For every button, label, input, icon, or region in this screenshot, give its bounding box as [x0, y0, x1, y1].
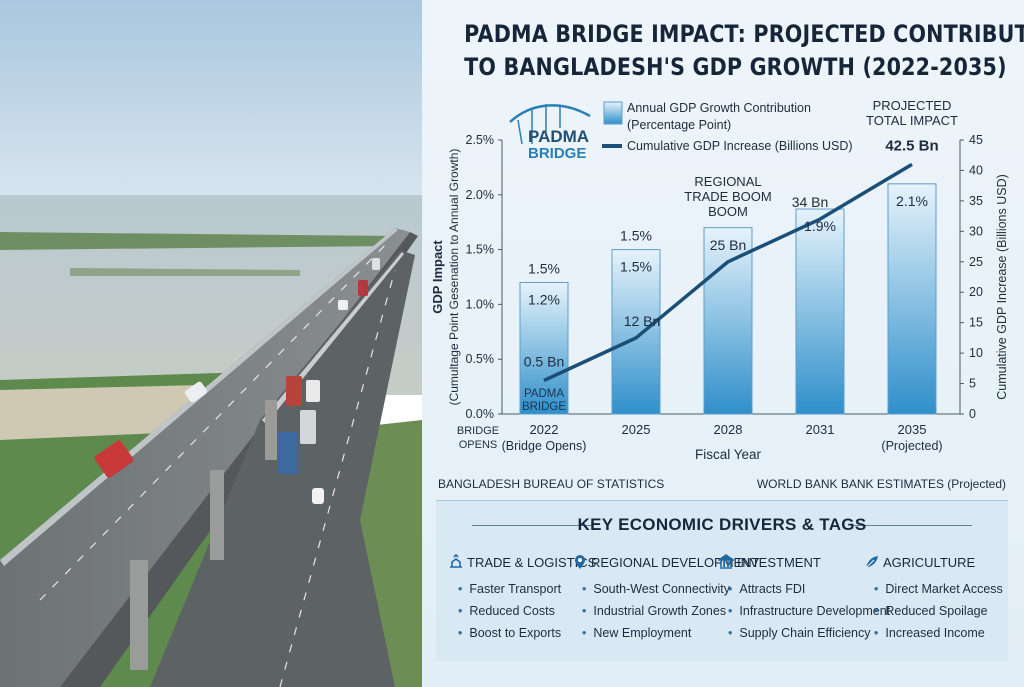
- list-item: Faster Transport: [448, 578, 596, 600]
- legend-line-label: Cumulative GDP Increase (Billions USD): [627, 139, 853, 153]
- list-item: Increased Income: [864, 622, 1003, 644]
- gdp-chart: PADMA BRIDGE Annual GDP Growth Contribut…: [430, 98, 1009, 462]
- driver-head: AGRICULTURE: [883, 554, 976, 570]
- title-line-1: PADMA BRIDGE IMPACT: PROJECTED CONTRIBUT…: [464, 20, 1024, 48]
- bridge-opens-annotation: OPENS: [459, 439, 498, 451]
- y-right-tick-label: 20: [969, 285, 983, 299]
- driver-column-trade: TRADE & LOGISTICS Faster Transport Reduc…: [448, 554, 596, 644]
- x-tick-label: 2031: [806, 422, 835, 437]
- bridge-aerial-photo: [0, 0, 422, 687]
- y-right-tick-label: 45: [969, 133, 983, 147]
- line-value-label: 0.5 Bn: [524, 354, 564, 370]
- x-tick-sublabel: (Projected): [881, 439, 942, 453]
- list-item: South-West Connectivity: [572, 578, 760, 600]
- bar-value-label: 2.1%: [896, 193, 928, 209]
- line-value-label: 25 Bn: [710, 237, 747, 253]
- title-line-2: TO BANGLADESH'S GDP GROWTH (2022-2035): [464, 53, 1007, 81]
- bar-2028: [703, 227, 753, 415]
- cumulative-line: [543, 162, 913, 383]
- bar-2031: [795, 208, 845, 415]
- drivers-title: KEY ECONOMIC DRIVERS & TAGS: [577, 515, 867, 534]
- bar-2022-annotation: BRIDGE: [522, 401, 566, 413]
- x-tick-label: 2035: [898, 422, 927, 437]
- bar-value-label: 1.9%: [804, 218, 836, 234]
- list-item: Infrastructure Development: [718, 600, 890, 622]
- list-item: New Employment: [572, 622, 760, 644]
- list-item: Reduced Spoilage: [864, 600, 1003, 622]
- divider-left: [472, 525, 592, 526]
- bar-2035: [887, 183, 937, 415]
- bar-2022-annotation: PADMA: [524, 388, 564, 400]
- driver-column-agriculture: AGRICULTURE Direct Market Access Reduced…: [864, 554, 1003, 644]
- y-left-subtitle: (Cumultage Point Gesenation to Annual Gr…: [447, 149, 461, 406]
- y-right-title: Cumulative GDP Increase (Billions USD): [995, 174, 1009, 400]
- bridge-opens-annotation: BRIDGE: [457, 425, 499, 437]
- legend-bar-swatch: [603, 101, 623, 125]
- logo-line-1: PADMA: [528, 127, 589, 146]
- padma-bridge-logo: PADMA BRIDGE: [509, 104, 591, 162]
- x-tick-sublabel: (Bridge Opens): [502, 439, 587, 453]
- y-right-tick-label: 35: [969, 194, 983, 208]
- y-right-tick-label: 10: [969, 346, 983, 360]
- y-left-tick-label: 0.0%: [466, 407, 495, 421]
- y-right-tick-label: 5: [969, 377, 976, 391]
- drivers-box: KEY ECONOMIC DRIVERS & TAGS TRADE & LOGI…: [436, 500, 1008, 661]
- legend-bar-sublabel: (Percentage Point): [627, 118, 731, 132]
- projected-annotation: PROJECTED: [873, 98, 952, 113]
- regional-annotation: REGIONAL: [694, 174, 761, 189]
- x-tick-label: 2022: [530, 422, 559, 437]
- legend: Annual GDP Growth Contribution (Percenta…: [602, 101, 853, 153]
- bar-top-label: 1.5%: [620, 228, 652, 244]
- y-left-title: GDP Impact: [430, 240, 445, 314]
- source-right: WORLD BANK BANK ESTIMATES (Projected): [756, 477, 1006, 491]
- bank-icon: [718, 554, 734, 569]
- list-item: Direct Market Access: [864, 578, 1002, 600]
- y-left-tick-label: 0.5%: [466, 352, 495, 366]
- line-value-label: 12 Bn: [624, 313, 661, 329]
- y-left-tick-label: 1.5%: [466, 243, 495, 257]
- list-item: Industrial Growth Zones: [572, 600, 760, 622]
- bar-2025: [611, 249, 661, 415]
- y-right-tick-label: 30: [969, 224, 983, 238]
- y-right-tick-label: 40: [969, 163, 983, 177]
- x-tick-label: 2028: [714, 422, 743, 437]
- driver-head: TRADE & LOGISTICS: [467, 554, 597, 570]
- driver-column-regional: REGIONAL DEVELOPMENT South-West Connecti…: [572, 554, 760, 644]
- legend-bar-label: Annual GDP Growth Contribution: [627, 101, 811, 115]
- bar-value-label: 1.5%: [620, 259, 652, 275]
- line-value-label: 34 Bn: [792, 194, 829, 210]
- bar-2022: [519, 281, 569, 415]
- y-left-tick-label: 2.5%: [466, 133, 495, 147]
- divider-right: [852, 525, 972, 526]
- infographic-panel: PADMA BRIDGE IMPACT: PROJECTED CONTRIBUT…: [422, 0, 1024, 687]
- logo-line-2: BRIDGE: [528, 145, 586, 162]
- list-item: Boost to Exports: [448, 622, 596, 644]
- list-item: Reduced Costs: [448, 600, 596, 622]
- y-right-tick-label: 25: [969, 255, 983, 269]
- bar-top-label: 1.5%: [528, 260, 560, 276]
- x-axis-title: Fiscal Year: [695, 447, 762, 462]
- list-item: Attracts FDI: [718, 578, 890, 600]
- driver-column-investment: INVESTMENT Attracts FDI Infrastructure D…: [718, 554, 890, 644]
- line-value-label: 42.5 Bn: [885, 137, 938, 154]
- projected-annotation: TOTAL IMPACT: [866, 113, 958, 128]
- regional-annotation: TRADE BOOM: [684, 189, 771, 204]
- driver-head: REGIONAL DEVELOPMENT: [591, 554, 760, 570]
- regional-annotation: BOOM: [708, 204, 748, 219]
- driver-head: INVESTMENT: [737, 554, 821, 570]
- trade-icon: [450, 554, 462, 568]
- source-left: BANGLADESH BUREAU OF STATISTICS: [438, 477, 665, 491]
- y-left-tick-label: 1.0%: [466, 297, 495, 311]
- map-pin-icon: [575, 555, 585, 569]
- x-tick-label: 2025: [622, 422, 651, 437]
- y-right-tick-label: 15: [969, 316, 983, 330]
- bridge-cable-icon: [517, 104, 561, 145]
- bar-value-label: 1.2%: [528, 291, 560, 307]
- y-left-tick-label: 2.0%: [466, 188, 495, 202]
- bridge-arc-icon: [509, 104, 591, 123]
- page-title: PADMA BRIDGE IMPACT: PROJECTED CONTRIBUT…: [464, 18, 1024, 84]
- y-right-tick-label: 0: [969, 407, 976, 421]
- list-item: Supply Chain Efficiency: [718, 622, 890, 644]
- leaf-icon: [865, 556, 878, 569]
